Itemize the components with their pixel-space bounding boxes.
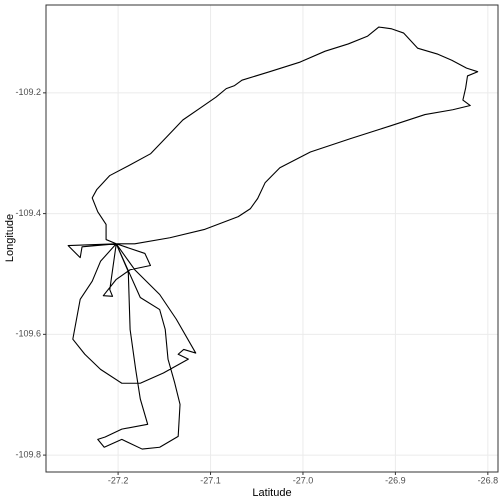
y-tick-label: -109.8	[15, 449, 41, 459]
panel-border	[45, 4, 499, 473]
x-tick-label: -26.9	[385, 475, 406, 485]
x-tick-label: -27.0	[293, 475, 314, 485]
x-tick-label: -27.1	[200, 475, 221, 485]
x-tick-label: -27.2	[108, 475, 129, 485]
y-tick-label: -109.4	[15, 208, 41, 218]
y-axis-title: Longitude	[4, 214, 16, 262]
x-tick-label: -26.8	[478, 475, 499, 485]
y-tick-label: -109.2	[15, 87, 41, 97]
track-line	[67, 26, 479, 450]
x-axis-title: Latitude	[252, 487, 291, 499]
y-tick-label: -109.6	[15, 329, 41, 339]
